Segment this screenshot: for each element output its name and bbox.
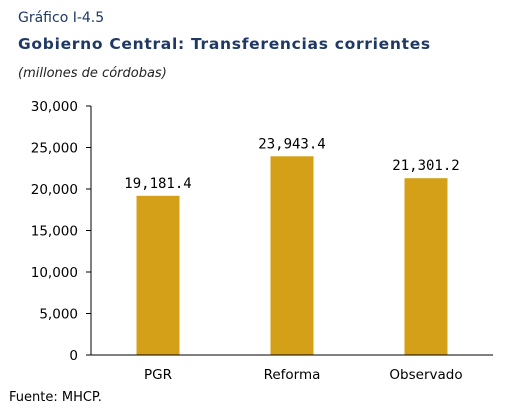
data-label-pgr: 19,181.4 xyxy=(124,176,191,192)
x-category-label: Reforma xyxy=(264,367,321,383)
data-label-reforma: 23,943.4 xyxy=(258,136,325,152)
bar-observado xyxy=(404,178,448,355)
y-axis-ticks: 0 5,000 10,000 15,000 20,000 25,000 30,000 xyxy=(31,99,91,364)
data-label-observado: 21,301.2 xyxy=(392,158,459,174)
x-axis-categories: PGR Reforma Observado xyxy=(144,367,463,383)
chart-title: Gobierno Central: Transferencias corrien… xyxy=(18,35,431,53)
x-category-label: PGR xyxy=(144,367,172,383)
source-note: Fuente: MHCP. xyxy=(9,390,102,405)
chart-subtitle: (millones de córdobas) xyxy=(18,66,167,81)
figure-number: Gráfico I-4.5 xyxy=(18,10,105,26)
y-tick-label: 10,000 xyxy=(31,265,78,281)
y-tick-label: 20,000 xyxy=(31,182,78,198)
y-tick-label: 25,000 xyxy=(31,141,78,157)
y-tick-label: 30,000 xyxy=(31,99,78,115)
bar-pgr xyxy=(136,195,180,355)
bars: 19,181.4 23,943.4 21,301.2 xyxy=(124,136,460,355)
y-tick-label: 15,000 xyxy=(31,224,78,240)
y-tick-label: 0 xyxy=(69,348,78,364)
bar-reforma xyxy=(270,156,314,355)
y-tick-label: 5,000 xyxy=(39,307,78,323)
x-category-label: Observado xyxy=(389,367,462,383)
